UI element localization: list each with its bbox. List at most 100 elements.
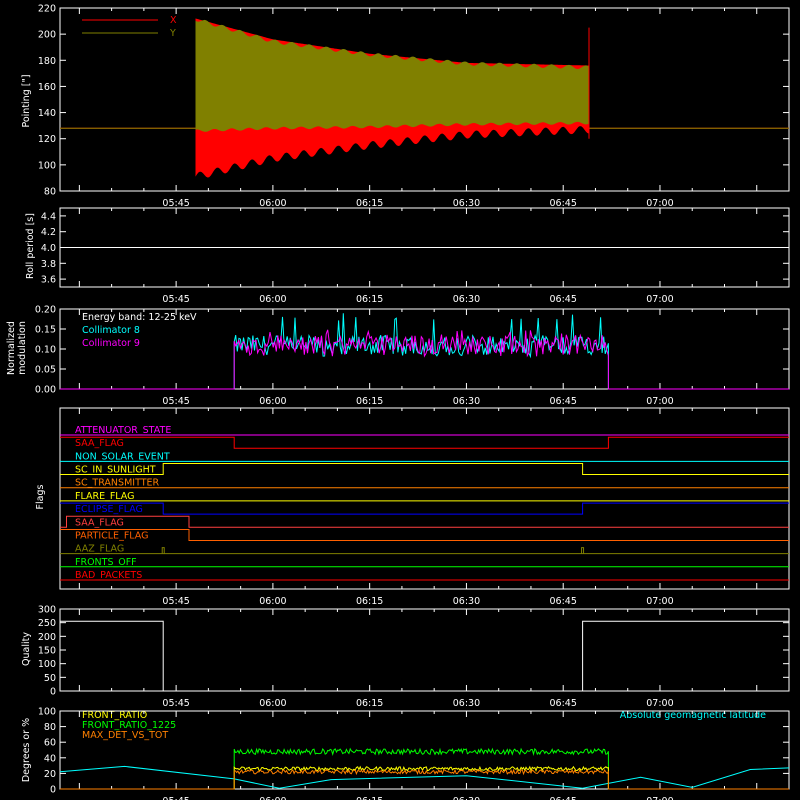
ratios-panel: Degrees or % FRONT_RATIO FRONT_RATIO_122… — [21, 707, 790, 800]
ratio-series-front-ratio-1225 — [60, 747, 789, 790]
flag-label-sc-transmitter: SC_TRANSMITTER — [75, 478, 160, 489]
y-tick-label: 20 — [44, 769, 56, 780]
geomagnetic-latitude-label: Absolute geomagnetic latitude — [620, 710, 766, 721]
x-tick-label: 06:00 — [259, 796, 286, 800]
modulation-ylabel-line1: Normalized — [6, 321, 17, 375]
quality-ylabel: Quality — [21, 632, 32, 666]
x-tick-label: 05:45 — [162, 396, 189, 407]
x-tick-label: 06:15 — [356, 198, 383, 209]
flag-label-eclipse-flag: ECLIPSE_FLAG — [75, 504, 143, 515]
y-tick-label: 40 — [44, 753, 56, 764]
y-tick-label: 0.20 — [35, 305, 56, 316]
energy-band-annotation: Energy band: 12-25 keV — [82, 312, 197, 323]
quality-panel: Quality 05:45 06:00 06:15 06:30 06:45 07:00 0 5… — [21, 605, 790, 709]
legend-front-ratio: FRONT_RATIO — [82, 710, 147, 721]
y-tick-label: 180 — [38, 56, 56, 67]
x-tick-label: 06:00 — [259, 294, 286, 305]
x-tick-label: 05:45 — [162, 698, 189, 709]
x-tick-label: 06:45 — [550, 698, 577, 709]
x-tick-label: 06:00 — [259, 396, 286, 407]
y-tick-label: 60 — [44, 738, 56, 749]
x-tick-label: 05:45 — [162, 796, 189, 800]
flag-label-aaz-flag: AAZ_FLAG — [75, 544, 124, 555]
x-tick-label: 06:15 — [356, 294, 383, 305]
pointing-legend: X Y — [82, 15, 177, 39]
x-tick-label: 07:00 — [646, 796, 673, 800]
plot-frame — [59, 407, 790, 590]
modulation-series-9 — [60, 329, 789, 390]
x-tick-label: 06:45 — [550, 294, 577, 305]
y-tick-label: 220 — [38, 4, 56, 15]
flag-spike — [581, 547, 585, 554]
y-tick-label: 0.10 — [35, 345, 56, 356]
y-tick-label: 80 — [44, 722, 56, 733]
x-tick-label: 05:45 — [162, 294, 189, 305]
x-tick-label: 06:00 — [259, 596, 286, 607]
flag-line-eclipse-flag — [60, 502, 789, 515]
pointing-panel: Pointing ["] X Y 05:45 06:00 06:15 06:30 06:… — [21, 4, 790, 209]
y-tick-label: 100 — [38, 707, 56, 718]
y-tick-label: 0 — [50, 687, 56, 698]
x-tick-label: 06:30 — [453, 294, 480, 305]
y-tick-label: 3.8 — [41, 259, 56, 270]
x-tick-label: 07:00 — [646, 396, 673, 407]
x-tick-label: 07:00 — [646, 596, 673, 607]
x-tick-label: 06:30 — [453, 596, 480, 607]
roll-period-ylabel: Roll period [s] — [25, 213, 36, 279]
flag-label-saa-flag: SAA_FLAG — [75, 438, 124, 449]
x-tick-label: 06:00 — [259, 698, 286, 709]
ratio-series-max-det-vs-tot — [60, 768, 789, 790]
flag-label-fronts-off: FRONTS_OFF — [75, 557, 137, 568]
x-tick-label: 06:00 — [259, 198, 286, 209]
y-tick-label: 250 — [38, 618, 56, 629]
flag-label-flare-flag: FLARE_FLAG — [75, 491, 135, 502]
x-tick-label: 07:00 — [646, 198, 673, 209]
y-tick-label: 100 — [38, 659, 56, 670]
y-tick-label: 0.00 — [35, 385, 56, 396]
y-tick-label: 160 — [38, 82, 56, 93]
y-tick-label: 140 — [38, 108, 56, 119]
flags-ylabel: Flags — [35, 484, 46, 509]
x-tick-label: 06:15 — [356, 396, 383, 407]
flag-label-attenuator-state: ATTENUATOR_STATE — [75, 425, 171, 436]
x-tick-label: 06:30 — [453, 198, 480, 209]
flag-line-particle-flag — [60, 529, 789, 541]
legend-front-ratio-1225: FRONT_RATIO_1225 — [82, 720, 176, 731]
y-tick-label: 0.15 — [35, 325, 56, 336]
x-tick-label: 06:45 — [550, 596, 577, 607]
flag-label-non-solar-event: NON_SOLAR_EVENT — [75, 451, 170, 462]
plot-frame — [59, 710, 790, 790]
flag-label-sc-in-sunlight: SC_IN_SUNLIGHT — [75, 465, 156, 476]
y-tick-label: 100 — [38, 160, 56, 171]
x-tick-label: 06:30 — [453, 396, 480, 407]
y-tick-label: 150 — [38, 646, 56, 657]
modulation-ylabel-line2: modulation — [17, 321, 28, 375]
quality-line — [60, 620, 789, 692]
x-tick-label: 07:00 — [646, 294, 673, 305]
y-tick-label: 4.2 — [41, 227, 56, 238]
legend-max-det-vs-tot: MAX_DET_VS_TOT — [82, 730, 168, 741]
legend-collimator-9: Collimator 9 — [82, 338, 140, 349]
y-tick-label: 0 — [50, 785, 56, 796]
x-tick-label: 06:30 — [453, 698, 480, 709]
roll-period-panel: Roll period [s] 05:45 06:00 06:15 06:30 06:4… — [25, 207, 790, 305]
plot-frame — [59, 7, 790, 192]
y-tick-label: 200 — [38, 632, 56, 643]
flag-label-bad-packets: BAD_PACKETS — [75, 570, 142, 581]
y-tick-label: 300 — [38, 605, 56, 616]
y-tick-label: 120 — [38, 134, 56, 145]
flag-line-saa-flag — [60, 515, 789, 528]
flag-label-particle-flag: PARTICLE_FLAG — [75, 530, 148, 541]
flag-line-saa-flag — [60, 436, 789, 449]
ratios-ylabel: Degrees or % — [21, 718, 32, 782]
x-tick-label: 06:45 — [550, 396, 577, 407]
flags-panel: Flags 05:45 06:00 06:15 06:30 06:45 07:00 ATTE… — [35, 407, 790, 607]
y-tick-label: 4.4 — [41, 211, 56, 222]
x-tick-label: 06:15 — [356, 698, 383, 709]
geomagnetic-latitude-line — [59, 765, 790, 789]
x-tick-label: 05:45 — [162, 198, 189, 209]
y-tick-label: 50 — [44, 673, 56, 684]
y-tick-label: 4.0 — [41, 243, 56, 254]
y-tick-label: 80 — [44, 187, 56, 198]
